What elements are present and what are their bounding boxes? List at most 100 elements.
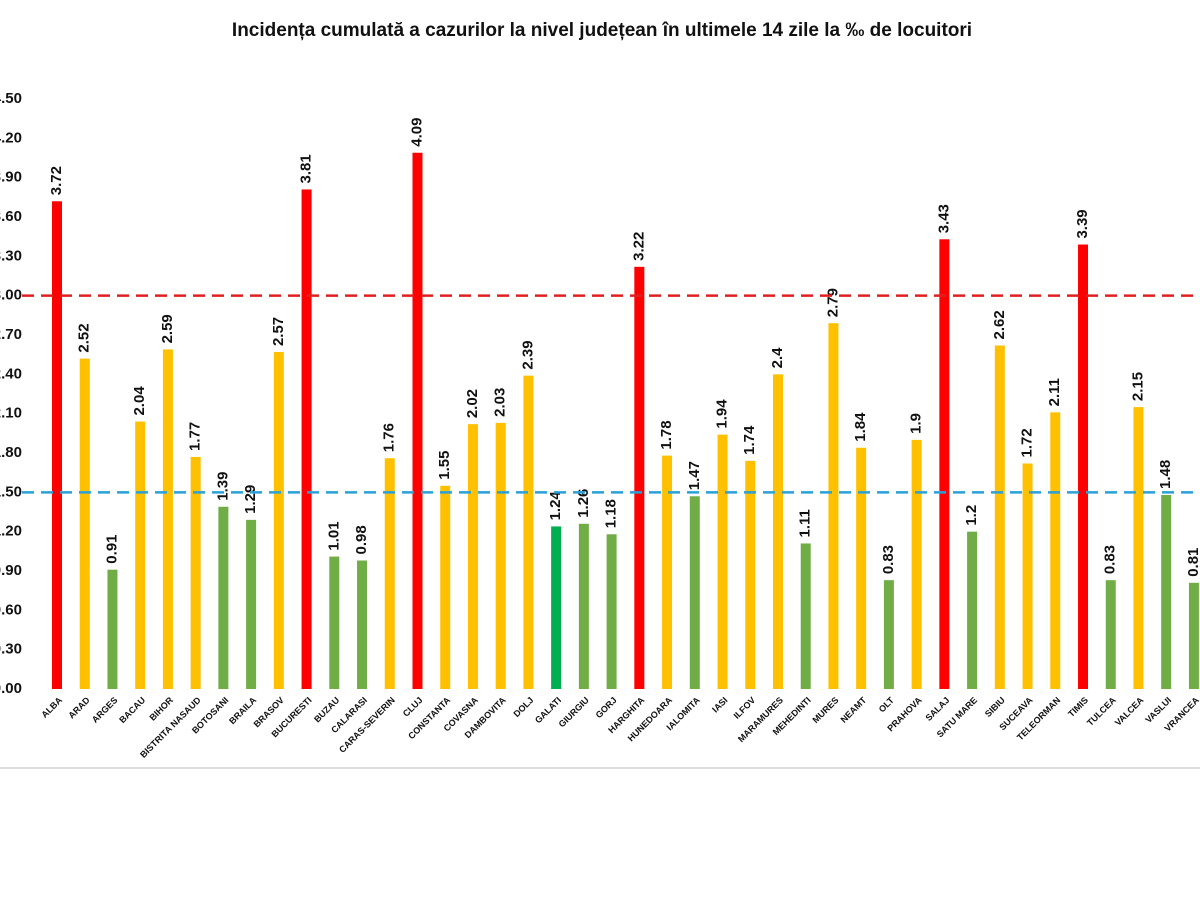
value-label: 1.72 (1019, 428, 1036, 457)
value-label: 3.22 (630, 232, 647, 261)
value-label: 1.39 (214, 472, 231, 501)
value-label: 2.59 (159, 314, 176, 343)
x-tick-label: ARAD (66, 695, 92, 721)
value-label: 3.39 (1074, 209, 1091, 238)
value-label: 1.2 (963, 505, 980, 526)
x-tick-label: OLT (877, 695, 897, 715)
bar (467, 424, 478, 689)
value-label: 2.15 (1129, 372, 1146, 401)
bar (911, 439, 922, 689)
bar (1022, 463, 1033, 689)
x-tick-label: GIURGIU (557, 695, 591, 729)
value-label: 1.47 (686, 461, 703, 490)
bar (994, 345, 1005, 689)
bar (135, 421, 146, 689)
x-tick-label: ARGES (90, 695, 120, 725)
x-tick-label: CLUJ (401, 695, 425, 719)
bar (1161, 494, 1172, 689)
value-label: 1.48 (1157, 460, 1174, 489)
bar (273, 352, 284, 689)
value-label: 2.62 (991, 310, 1008, 339)
bar (717, 434, 728, 689)
bar (329, 556, 340, 689)
value-label: 0.83 (880, 545, 897, 574)
y-tick-label: 3.30 (0, 247, 22, 264)
value-label: 1.29 (242, 485, 259, 514)
bar (856, 447, 867, 689)
y-tick-label: 2.10 (0, 405, 22, 422)
y-tick-label: 1.80 (0, 444, 22, 461)
y-tick-label: 2.40 (0, 365, 22, 382)
y-tick-label: 4.50 (0, 90, 22, 107)
y-tick-label: 1.50 (0, 483, 22, 500)
value-label: 2.57 (270, 317, 287, 346)
y-tick-label: 0.30 (0, 641, 22, 658)
bar (440, 485, 451, 689)
y-tick-label: 1.20 (0, 523, 22, 540)
x-tick-label: IASI (710, 695, 729, 714)
bar (1078, 244, 1089, 690)
value-label: 1.26 (575, 489, 592, 518)
value-label: 1.01 (325, 521, 342, 550)
bar (523, 375, 534, 689)
bar (606, 534, 617, 689)
y-tick-label: 0.60 (0, 601, 22, 618)
x-tick-label: VALCEA (1113, 695, 1146, 728)
value-label: 2.79 (824, 288, 841, 317)
value-label: 1.11 (797, 509, 814, 537)
bar (246, 519, 257, 689)
y-tick-label: 3.90 (0, 169, 22, 186)
value-label: 0.83 (1102, 545, 1119, 574)
bar (967, 531, 978, 689)
bar (662, 455, 673, 689)
y-tick-label: 0.90 (0, 562, 22, 579)
bar (107, 569, 118, 689)
value-label: 1.94 (713, 399, 730, 429)
value-label: 2.52 (76, 323, 93, 352)
value-label: 2.03 (492, 388, 509, 417)
value-label: 1.84 (852, 412, 869, 442)
value-label: 1.9 (908, 413, 925, 434)
bar (357, 560, 368, 689)
bar (412, 152, 423, 689)
bar (578, 523, 589, 689)
value-label: 1.76 (381, 423, 398, 452)
bar (772, 374, 783, 689)
bar (79, 358, 90, 689)
x-tick-label: NEAMT (839, 695, 869, 725)
bar (551, 526, 562, 689)
bar (190, 456, 201, 689)
x-tick-label: GORJ (594, 695, 619, 720)
x-tick-label: ALBA (39, 695, 64, 720)
bar (939, 239, 950, 690)
value-label: 3.43 (935, 204, 952, 233)
value-label: 1.74 (741, 425, 758, 455)
bar (495, 422, 506, 689)
value-label: 0.91 (103, 534, 120, 563)
bar (1050, 412, 1061, 689)
x-tick-label: TIMIS (1066, 695, 1090, 719)
value-label: 3.81 (298, 154, 315, 183)
y-tick-label: 3.60 (0, 208, 22, 225)
value-label: 1.55 (436, 451, 453, 480)
value-label: 2.4 (769, 347, 786, 369)
value-label: 1.78 (658, 420, 675, 449)
bar (883, 580, 894, 689)
bar (634, 266, 645, 689)
x-tick-label: SIBIU (983, 695, 1007, 719)
bar (218, 506, 229, 689)
value-label: 2.04 (131, 386, 148, 416)
y-tick-label: 4.20 (0, 129, 22, 146)
bar (162, 349, 173, 689)
x-tick-label: BACAU (117, 695, 147, 725)
value-label: 1.77 (187, 422, 204, 451)
bar (1133, 407, 1144, 689)
bar (800, 543, 811, 689)
y-tick-label: 2.70 (0, 326, 22, 343)
bar (828, 323, 839, 689)
value-label: 2.39 (519, 340, 536, 369)
value-label: 1.24 (547, 491, 564, 521)
x-tick-label: DOLJ (511, 695, 535, 719)
bar (745, 460, 756, 689)
bar (689, 496, 700, 689)
